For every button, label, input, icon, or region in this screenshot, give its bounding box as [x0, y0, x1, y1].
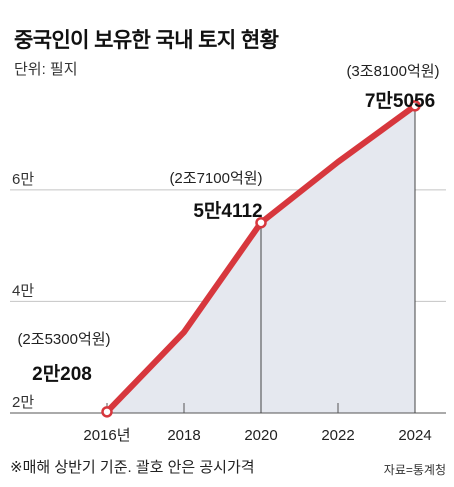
x-tick-label: 2018: [167, 427, 200, 444]
x-tick-label: 2024: [398, 427, 431, 444]
price-label: (2조7100억원): [169, 170, 262, 187]
price-label: (3조8100억원): [346, 63, 439, 80]
value-label: 7만5056: [365, 90, 435, 112]
x-tick-label: 2020: [244, 427, 277, 444]
source-label: 자료=통계청: [383, 463, 446, 477]
value-label: 5만4112: [193, 200, 262, 222]
value-label: 2만208: [32, 363, 92, 385]
y-tick-label: 6만: [12, 171, 34, 188]
data-point: [255, 216, 267, 229]
x-tick-label: 2016년: [83, 427, 130, 444]
chart-title: 중국인이 보유한 국내 토지 현황: [14, 29, 279, 52]
y-tick-label: 2만: [12, 394, 34, 411]
y-tick-label: 4만: [12, 282, 34, 299]
price-label: (2조5300억원): [17, 331, 110, 348]
data-point: [101, 406, 113, 418]
data-point: [409, 100, 421, 112]
unit-label: 단위: 필지: [14, 61, 78, 78]
footnote: ※매해 상반기 기준. 괄호 안은 공시가격: [10, 459, 255, 476]
x-tick-label: 2022: [321, 427, 354, 444]
